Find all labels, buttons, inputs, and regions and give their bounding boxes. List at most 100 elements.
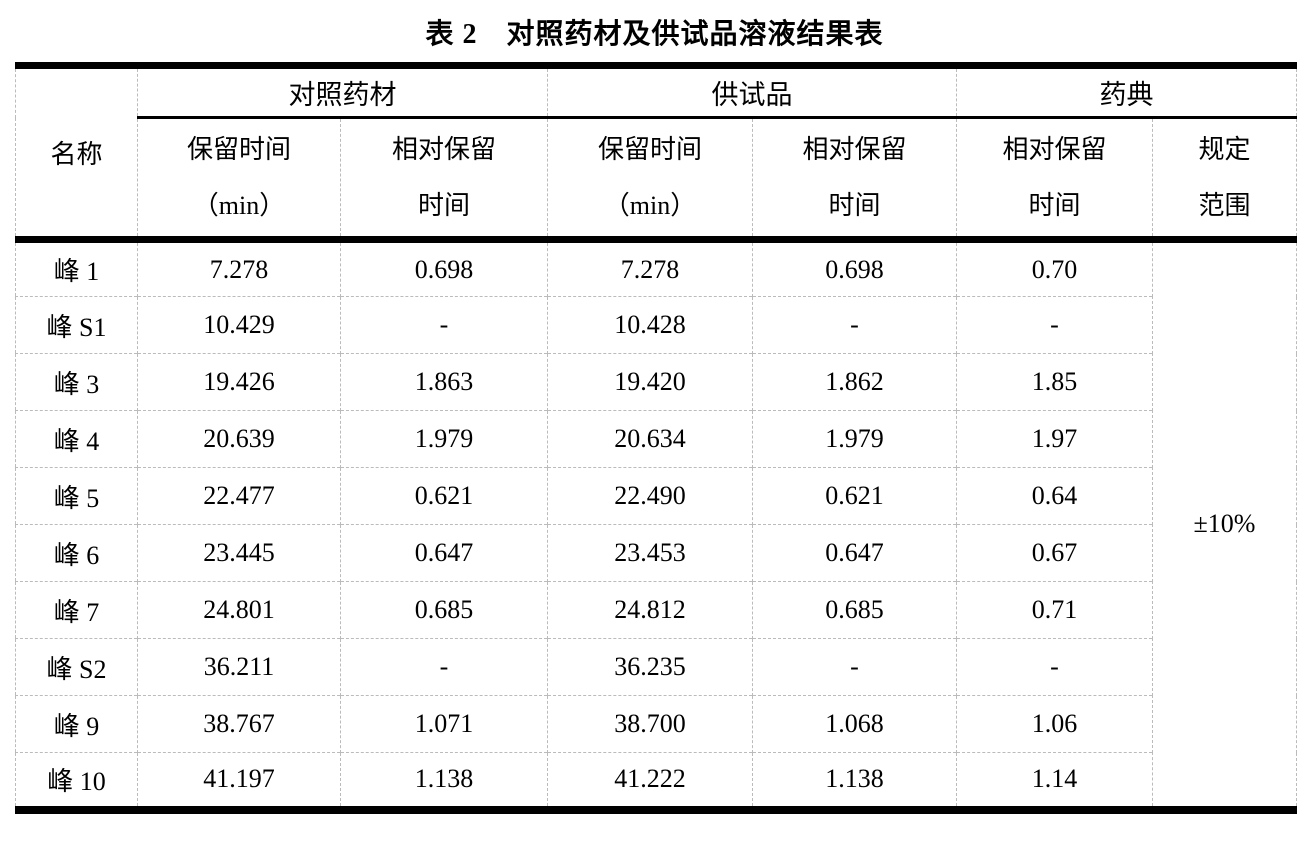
table-row: 峰 7 24.801 0.685 24.812 0.685 0.71 xyxy=(15,581,1297,639)
value-cell: 0.685 xyxy=(340,581,548,639)
sub-header-line1: 相对保留 xyxy=(1002,134,1107,164)
peak-name-cell: 峰 5 xyxy=(15,467,138,525)
sub-header-line1: 规定 xyxy=(1198,134,1251,164)
value-cell: 1.071 xyxy=(340,695,548,753)
value-cell: 24.801 xyxy=(137,581,341,639)
value-cell: 19.426 xyxy=(137,353,341,411)
value-cell: - xyxy=(340,638,548,696)
value-cell: 10.429 xyxy=(137,296,341,354)
value-cell: 1.14 xyxy=(956,752,1153,810)
group-header-row: 名称 对照药材 供试品 药典 xyxy=(15,65,1297,243)
group-header-test-sample: 供试品 xyxy=(547,65,957,119)
value-cell: 0.64 xyxy=(956,467,1153,525)
sub-header-line2: 范围 xyxy=(1198,190,1251,220)
sub-header-line2: （min） xyxy=(603,190,697,220)
value-cell: 1.863 xyxy=(340,353,548,411)
peak-name-cell: 峰 3 xyxy=(15,353,138,411)
sub-header-line1: 相对保留 xyxy=(802,134,907,164)
results-table: 名称 对照药材 供试品 药典 保留时间 （min） 相对保留时间 保留时间 （min） 相… xyxy=(15,62,1297,814)
value-cell: 36.211 xyxy=(137,638,341,696)
peak-name-cell: 峰 10 xyxy=(15,752,138,810)
sub-header-cell-4: 相对保留 时间 xyxy=(956,117,1153,243)
value-cell: 22.490 xyxy=(547,467,753,525)
table-row: 峰 S1 10.429-10.428- - xyxy=(15,296,1297,354)
value-cell: 24.812 xyxy=(547,581,753,639)
specified-range-cell: ±10% xyxy=(1152,239,1297,810)
value-cell: 1.138 xyxy=(752,752,957,810)
group-header-reference-material: 对照药材 xyxy=(137,65,548,119)
peak-name-cell: 峰 S1 xyxy=(15,296,138,354)
table-row: 峰 3 19.426 1.863 19.420 1.862 1.85 xyxy=(15,353,1297,411)
value-cell: 1.138 xyxy=(340,752,548,810)
value-cell: 1.85 xyxy=(956,353,1153,411)
sub-header-line2: （min） xyxy=(192,190,286,220)
value-cell: 0.621 xyxy=(752,467,957,525)
value-cell: - xyxy=(340,296,548,354)
value-cell: 1.06 xyxy=(956,695,1153,753)
sub-header-line2: 时间 xyxy=(828,190,881,220)
table-row: 峰 9 38.767 1.071 38.700 1.068 1.06 xyxy=(15,695,1297,753)
peak-name-cell: 峰 7 xyxy=(15,581,138,639)
value-cell: 41.197 xyxy=(137,752,341,810)
value-cell: 0.698 xyxy=(340,239,548,297)
value-cell: 0.685 xyxy=(752,581,957,639)
value-cell: 1.862 xyxy=(752,353,957,411)
value-cell: 0.698 xyxy=(752,239,957,297)
table-row: 峰 1 7.278 0.698 7.278 0.698 0.70 ±10% xyxy=(16,239,1297,810)
value-cell: 0.647 xyxy=(752,524,957,582)
value-cell: 41.222 xyxy=(547,752,753,810)
group-header-pharmacopoeia: 药典 xyxy=(956,65,1297,119)
value-cell: 1.068 xyxy=(752,695,957,753)
value-cell: 0.621 xyxy=(340,467,548,525)
table-title: 表 2 对照药材及供试品溶液结果表 xyxy=(425,19,884,50)
value-cell: - xyxy=(956,638,1153,696)
peak-name-cell: 峰 4 xyxy=(15,410,138,468)
value-cell: 38.700 xyxy=(547,695,753,753)
value-cell: 0.67 xyxy=(956,524,1153,582)
peak-name-cell: 峰 1 xyxy=(53,257,100,286)
sub-header-cell-5: 规定 范围 xyxy=(1152,117,1297,243)
table-row: 峰 10 41.197 1.138 41.222 1.138 1.14 xyxy=(15,752,1297,810)
sub-header-line1: 保留时间 xyxy=(597,134,702,164)
table-header: 名称 对照药材 供试品 药典 保留时间 （min） 相对保留时间 保留时间 （min） 相… xyxy=(15,65,1297,243)
sub-header-cell-1: 相对保留 时间 xyxy=(340,117,548,243)
value-cell: 1.979 xyxy=(752,410,957,468)
table-row: 峰 5 22.477 0.621 22.490 0.621 0.64 xyxy=(15,467,1297,525)
sub-header-row: 保留时间 （min） 相对保留 时间 保留时间 （min） 相对保留 时间 相对保留 时间 规定 范围 xyxy=(16,117,1297,243)
table-row: 峰 S2 36.211-36.235- - xyxy=(15,638,1297,696)
value-cell: 0.647 xyxy=(340,524,548,582)
value-cell: 1.97 xyxy=(956,410,1153,468)
value-cell: 19.420 xyxy=(547,353,753,411)
value-cell: 0.70 xyxy=(956,239,1153,297)
sub-header-line1: 保留时间 xyxy=(186,134,291,164)
value-cell: 20.639 xyxy=(137,410,341,468)
value-cell: 22.477 xyxy=(137,467,341,525)
sub-header-cell-2: 保留时间 （min） xyxy=(547,117,753,243)
sub-header-cell-0: 保留时间 （min） xyxy=(137,117,341,243)
sub-header-line1: 相对保留 xyxy=(391,134,496,164)
table-row: 峰 4 20.639 1.979 20.634 1.979 1.97 xyxy=(15,410,1297,468)
value-cell: - xyxy=(956,296,1153,354)
sub-header-line2: 时间 xyxy=(1028,190,1081,220)
table-row: 峰 6 23.445 0.647 23.453 0.647 0.67 xyxy=(15,524,1297,582)
value-cell: 1.979 xyxy=(340,410,548,468)
value-cell: 36.235 xyxy=(547,638,753,696)
value-cell: 0.71 xyxy=(956,581,1153,639)
value-cell: 23.453 xyxy=(547,524,753,582)
table-body: 峰 1 7.278 0.698 7.278 0.698 0.70 ±10% 峰 S1 10.42… xyxy=(15,239,1297,810)
value-cell: 7.278 xyxy=(547,239,753,297)
value-cell: 23.445 xyxy=(137,524,341,582)
value-cell: 7.278 xyxy=(137,239,341,297)
value-cell: - xyxy=(752,296,957,354)
value-cell: 38.767 xyxy=(137,695,341,753)
peak-name-cell: 峰 9 xyxy=(15,695,138,753)
sub-header-cell-3: 相对保留 时间 xyxy=(752,117,957,243)
value-cell: 10.428 xyxy=(547,296,753,354)
value-cell: - xyxy=(752,638,957,696)
peak-name-cell: 峰 S2 xyxy=(15,638,138,696)
value-cell: 20.634 xyxy=(547,410,753,468)
sub-header-line2: 时间 xyxy=(417,190,470,220)
peak-name-cell: 峰 6 xyxy=(15,524,138,582)
name-column-header: 名称 xyxy=(15,65,138,243)
